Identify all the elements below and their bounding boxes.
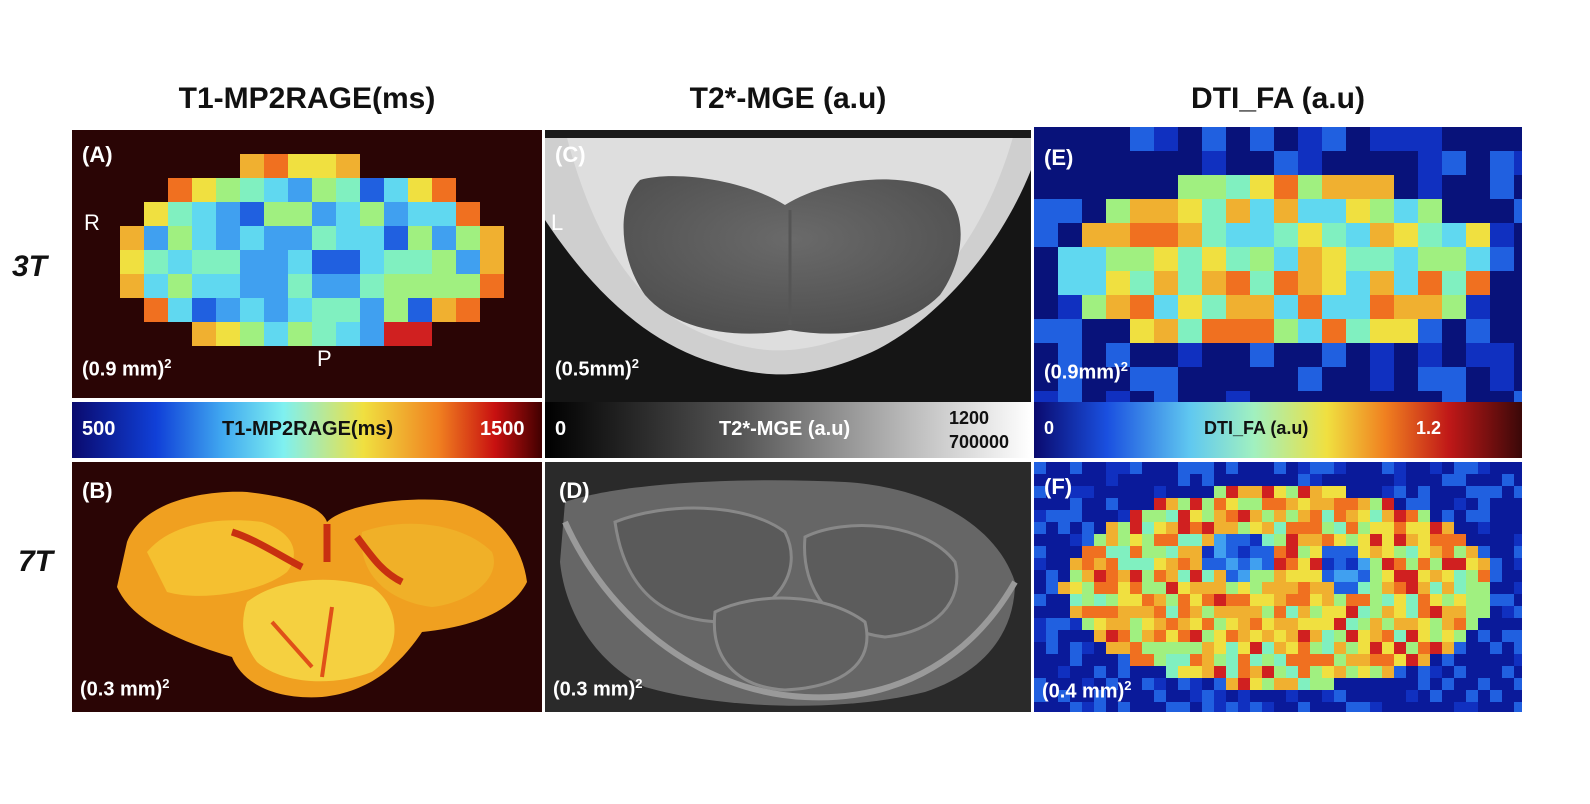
- panel-c-label: (C): [555, 142, 586, 167]
- panel-b-label: (B): [82, 478, 113, 503]
- panel-c-resolution: (0.5mm)2: [555, 356, 639, 381]
- panel-a-t1-3t: (A) R P (0.9 mm)2: [72, 130, 542, 398]
- direction-r: R: [84, 210, 100, 235]
- row-label-7t: 7T: [18, 545, 54, 578]
- t1-7t-image: [117, 491, 527, 698]
- t2-7t-image: [560, 480, 1018, 706]
- colorbar-fa-label: DTI_FA (a.u): [1204, 418, 1309, 438]
- colorbar-fa: 0 DTI_FA (a.u) 1.2: [1034, 402, 1522, 458]
- colorbar-fa-max: 1.2: [1416, 418, 1442, 438]
- colorbar-t1: 500 T1-MP2RAGE(ms) 1500: [72, 402, 542, 458]
- panel-d-label: (D): [559, 478, 590, 503]
- colorbar-t1-max: 1500: [480, 418, 525, 440]
- title-t1: T1-MP2RAGE(ms): [178, 82, 436, 115]
- colorbar-t2-max-bottom: 700000: [949, 432, 1010, 452]
- panel-b-t1-7t: (B) (0.3 mm)2: [72, 462, 542, 712]
- fa-7t-image: [1034, 462, 1522, 712]
- colorbar-t1-label: T1-MP2RAGE(ms): [222, 418, 394, 440]
- t1-3t-image: [120, 154, 504, 346]
- fa-3t-image: [1034, 127, 1522, 402]
- direction-p: P: [317, 346, 332, 371]
- colorbar-t2-min: 0: [555, 418, 567, 440]
- panel-b-resolution: (0.3 mm)2: [80, 676, 170, 701]
- panel-a-resolution: (0.9 mm)2: [82, 356, 172, 381]
- panel-d-t2-7t: (D) (0.3 mm)2: [545, 462, 1031, 712]
- panel-e-fa-3t: (E) (0.9mm)2: [1034, 127, 1522, 402]
- title-fa: DTI_FA (a.u): [1191, 82, 1365, 115]
- panel-e-resolution: (0.9mm)2: [1044, 359, 1128, 384]
- row-label-3t: 3T: [12, 250, 48, 283]
- panel-a-label: (A): [82, 142, 113, 167]
- panel-f-fa-7t: (F) (0.4 mm)2: [1034, 462, 1522, 712]
- panel-e-label: (E): [1044, 145, 1074, 170]
- panel-f-label: (F): [1044, 474, 1073, 499]
- colorbar-fa-min: 0: [1044, 418, 1055, 438]
- t2-3t-image: [545, 130, 1031, 375]
- panel-c-t2-3t: (C) L (0.5mm)2: [545, 130, 1031, 402]
- colorbar-t2-max-top: 1200: [949, 408, 990, 428]
- title-t2: T2*-MGE (a.u): [689, 82, 887, 115]
- colorbar-t2: 0 T2*-MGE (a.u) 1200 700000: [545, 402, 1031, 458]
- panel-f-resolution: (0.4 mm)2: [1042, 678, 1132, 703]
- panel-d-resolution: (0.3 mm)2: [553, 676, 643, 701]
- direction-l: L: [551, 210, 564, 235]
- colorbar-t1-min: 500: [82, 418, 116, 440]
- colorbar-t2-label: T2*-MGE (a.u): [719, 418, 851, 440]
